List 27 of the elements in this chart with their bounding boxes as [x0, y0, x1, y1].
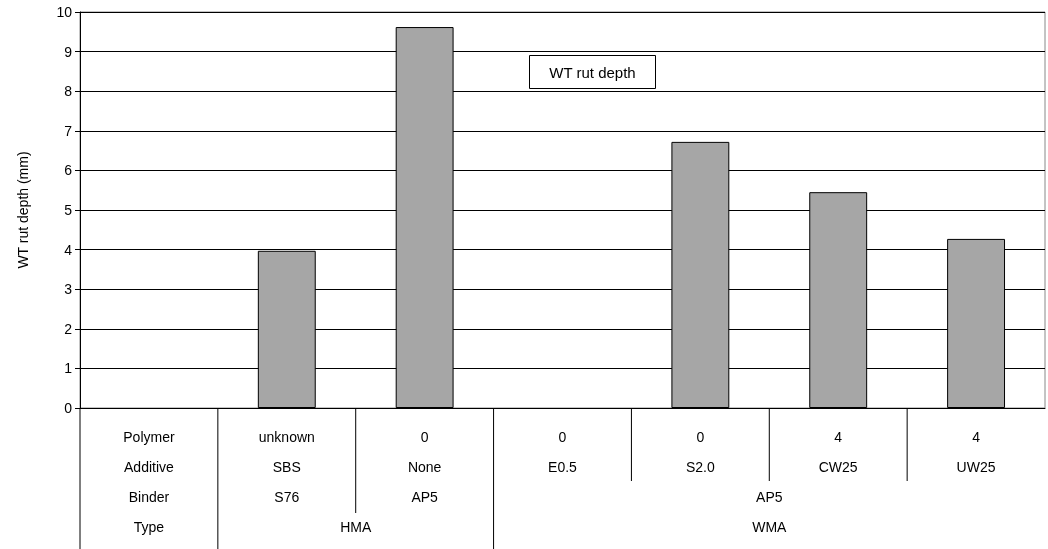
y-tick-label: 3 — [64, 281, 73, 298]
y-tick-label: 1 — [64, 360, 73, 377]
x-tick-label: 4 UW25 — [956, 429, 996, 475]
x-tick-label: unknown SBS — [258, 429, 315, 475]
y-tick-label: 0 — [64, 400, 73, 416]
text: AP5 — [411, 489, 439, 505]
x-tick-label: 0 S2.0 — [685, 429, 715, 475]
text: S76 — [274, 489, 300, 505]
text: AP5 — [756, 489, 783, 505]
text: Binder — [128, 489, 170, 505]
x-tick-label: 0 E0.5 — [548, 429, 578, 475]
y-tick-label: 5 — [64, 202, 73, 218]
x-tick-label: 4 CW25 — [818, 429, 858, 475]
y-tick-label: 6 — [64, 162, 73, 179]
annotation: WT rut depth — [549, 64, 636, 81]
text: Type — [133, 519, 165, 535]
y-tick-label: 8 — [64, 83, 73, 100]
text: HMA — [340, 519, 372, 535]
y-axis-title: WT rut depth (mm) — [15, 151, 31, 269]
y-tick-label: 9 — [64, 43, 73, 60]
y-tick-label: 4 — [64, 241, 73, 258]
y-tick-label: 10 — [56, 4, 73, 20]
x-tick-label: Polymer Additive — [123, 429, 175, 475]
y-tick-label: 2 — [64, 320, 73, 337]
text: WMA — [752, 519, 788, 535]
y-tick-label: 7 — [64, 122, 73, 139]
x-tick-label: 0 None — [407, 429, 442, 475]
